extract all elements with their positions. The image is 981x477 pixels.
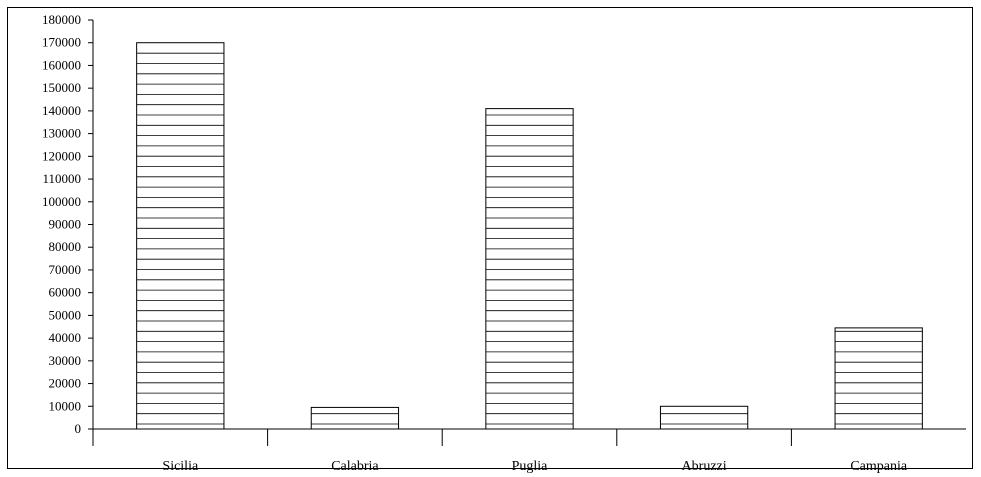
y-tick-label: 90000 <box>49 217 82 232</box>
y-tick-label: 120000 <box>42 148 81 163</box>
y-tick-label: 70000 <box>49 262 82 277</box>
bar-rect <box>310 406 400 430</box>
y-tick-label: 30000 <box>49 353 82 368</box>
y-tick-label: 130000 <box>42 126 81 141</box>
y-tick-label: 40000 <box>49 330 82 345</box>
y-tick-label: 100000 <box>42 194 81 209</box>
bar-abruzzi <box>659 405 749 430</box>
y-tick-label: 20000 <box>49 376 82 391</box>
y-tick-label: 160000 <box>42 57 81 72</box>
y-tick-label: 80000 <box>49 239 82 254</box>
y-tick-label: 0 <box>75 421 82 436</box>
x-category-label: Calabria <box>331 459 379 474</box>
y-tick-label: 110000 <box>42 171 81 186</box>
bar-rect <box>659 405 749 430</box>
x-category-label: Campania <box>850 459 908 474</box>
bar-rect <box>485 108 574 430</box>
y-tick-label: 150000 <box>42 80 81 95</box>
x-category-label: Sicilia <box>162 459 199 474</box>
bar-puglia <box>485 108 574 430</box>
bar-calabria <box>310 406 400 430</box>
x-category-label: Abruzzi <box>682 459 727 474</box>
y-tick-label: 10000 <box>49 398 82 413</box>
y-axis: 0 10000 20000 30000 40000 50000 60000 70000 8000… <box>42 12 94 436</box>
bar-sicilia <box>136 42 225 430</box>
bar-rect <box>136 42 225 430</box>
x-axis: Sicilia Calabria Puglia Abruzzi Campania <box>92 428 966 474</box>
bar-campania <box>834 327 923 430</box>
y-tick-label: 60000 <box>49 285 82 300</box>
y-tick-label: 170000 <box>42 35 81 50</box>
y-tick-label: 180000 <box>42 12 81 27</box>
y-tick-label: 50000 <box>49 307 82 322</box>
bar-rect <box>834 327 923 430</box>
x-category-label: Puglia <box>512 459 549 474</box>
y-tick-label: 140000 <box>42 103 81 118</box>
bars <box>136 42 923 430</box>
